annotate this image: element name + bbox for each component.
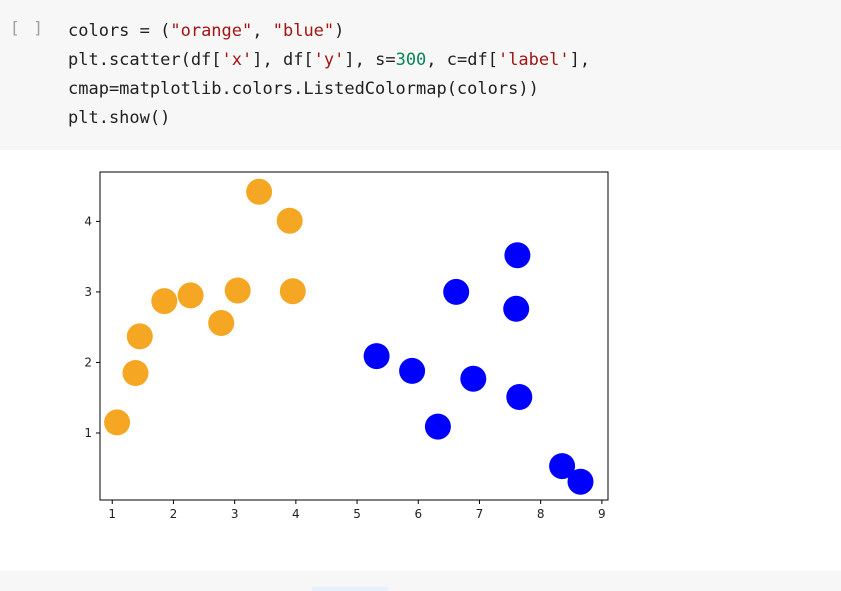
- x-tick-label: 9: [598, 507, 606, 521]
- code-token: 300: [395, 50, 427, 70]
- code-token: plt.show(): [68, 108, 171, 128]
- scatter-point-orange: [276, 207, 303, 234]
- code-token: "blue": [272, 21, 335, 41]
- x-tick-label: 2: [170, 507, 178, 521]
- x-tick-label: 4: [292, 507, 300, 521]
- x-tick-label: 1: [108, 507, 116, 521]
- scatter-point-orange: [279, 278, 306, 305]
- code-token: ,: [252, 21, 273, 41]
- x-tick-label: 7: [476, 507, 484, 521]
- scatter-point-blue: [363, 343, 390, 370]
- scatter-points: [104, 178, 594, 495]
- code-token: ], df[: [252, 50, 314, 70]
- code-line: cmap=matplotlib.colors.ListedColormap(co…: [68, 75, 590, 104]
- scatter-point-orange: [104, 409, 131, 436]
- scatter-point-blue: [549, 453, 576, 480]
- scatter-point-blue: [424, 413, 451, 440]
- scatter-point-orange: [208, 310, 235, 336]
- scatter-point-blue: [399, 357, 426, 384]
- code-token: 'label': [497, 50, 570, 70]
- x-tick-label: 6: [414, 507, 422, 521]
- code-editor[interactable]: colors = ("orange", "blue") plt.scatter(d…: [68, 17, 590, 133]
- code-token: 'x': [221, 50, 253, 70]
- y-tick-label: 1: [84, 426, 92, 440]
- scatter-point-blue: [460, 365, 487, 392]
- y-tick-label: 4: [84, 214, 92, 228]
- code-cell[interactable]: [ ] colors = ("orange", "blue") plt.scatt…: [0, 0, 841, 150]
- x-tick-label: 8: [537, 507, 545, 521]
- scatter-point-orange: [126, 323, 153, 350]
- x-tick-label: 3: [231, 507, 239, 521]
- code-token: ],: [569, 50, 591, 70]
- code-line: plt.show(): [68, 104, 590, 133]
- code-token: ], s=: [344, 50, 396, 70]
- plot-frame: [99, 171, 609, 501]
- scatter-point-blue: [443, 278, 470, 305]
- scatter-point-blue: [567, 468, 594, 495]
- y-tick-label: 2: [84, 355, 92, 369]
- scatter-point-orange: [151, 288, 178, 315]
- code-token: colors = (: [68, 21, 171, 41]
- scatter-point-orange: [122, 360, 149, 386]
- run-cell-button[interactable]: [ ]: [10, 18, 45, 37]
- scatter-point-orange: [246, 178, 273, 205]
- add-cell-tab[interactable]: [312, 587, 388, 591]
- code-token: , c=df[: [426, 50, 498, 70]
- code-token: 'y': [313, 50, 345, 70]
- scatter-point-orange: [177, 282, 204, 309]
- scatter-point-blue: [504, 242, 531, 269]
- next-cell-strip: [0, 571, 841, 591]
- scatter-point-blue: [506, 384, 533, 410]
- scatter-point-blue: [503, 295, 530, 322]
- code-token: ): [334, 21, 345, 41]
- y-tick-label: 3: [84, 285, 92, 299]
- code-line: plt.scatter(df['x'], df['y'], s=300, c=d…: [68, 46, 590, 75]
- code-token: plt.scatter(df[: [68, 50, 222, 70]
- scatter-point-orange: [224, 277, 251, 304]
- axis-ticks: 1 2 3 4 5 6 7 8 9 1 2 3 4: [84, 214, 605, 521]
- code-line: colors = ("orange", "blue"): [68, 17, 590, 46]
- x-tick-label: 5: [353, 507, 361, 521]
- code-token: "orange": [170, 21, 253, 41]
- scatter-plot: 1 2 3 4 5 6 7 8 9 1 2 3 4: [84, 171, 609, 521]
- code-token: cmap=matplotlib.colors.ListedColormap(co…: [68, 79, 539, 99]
